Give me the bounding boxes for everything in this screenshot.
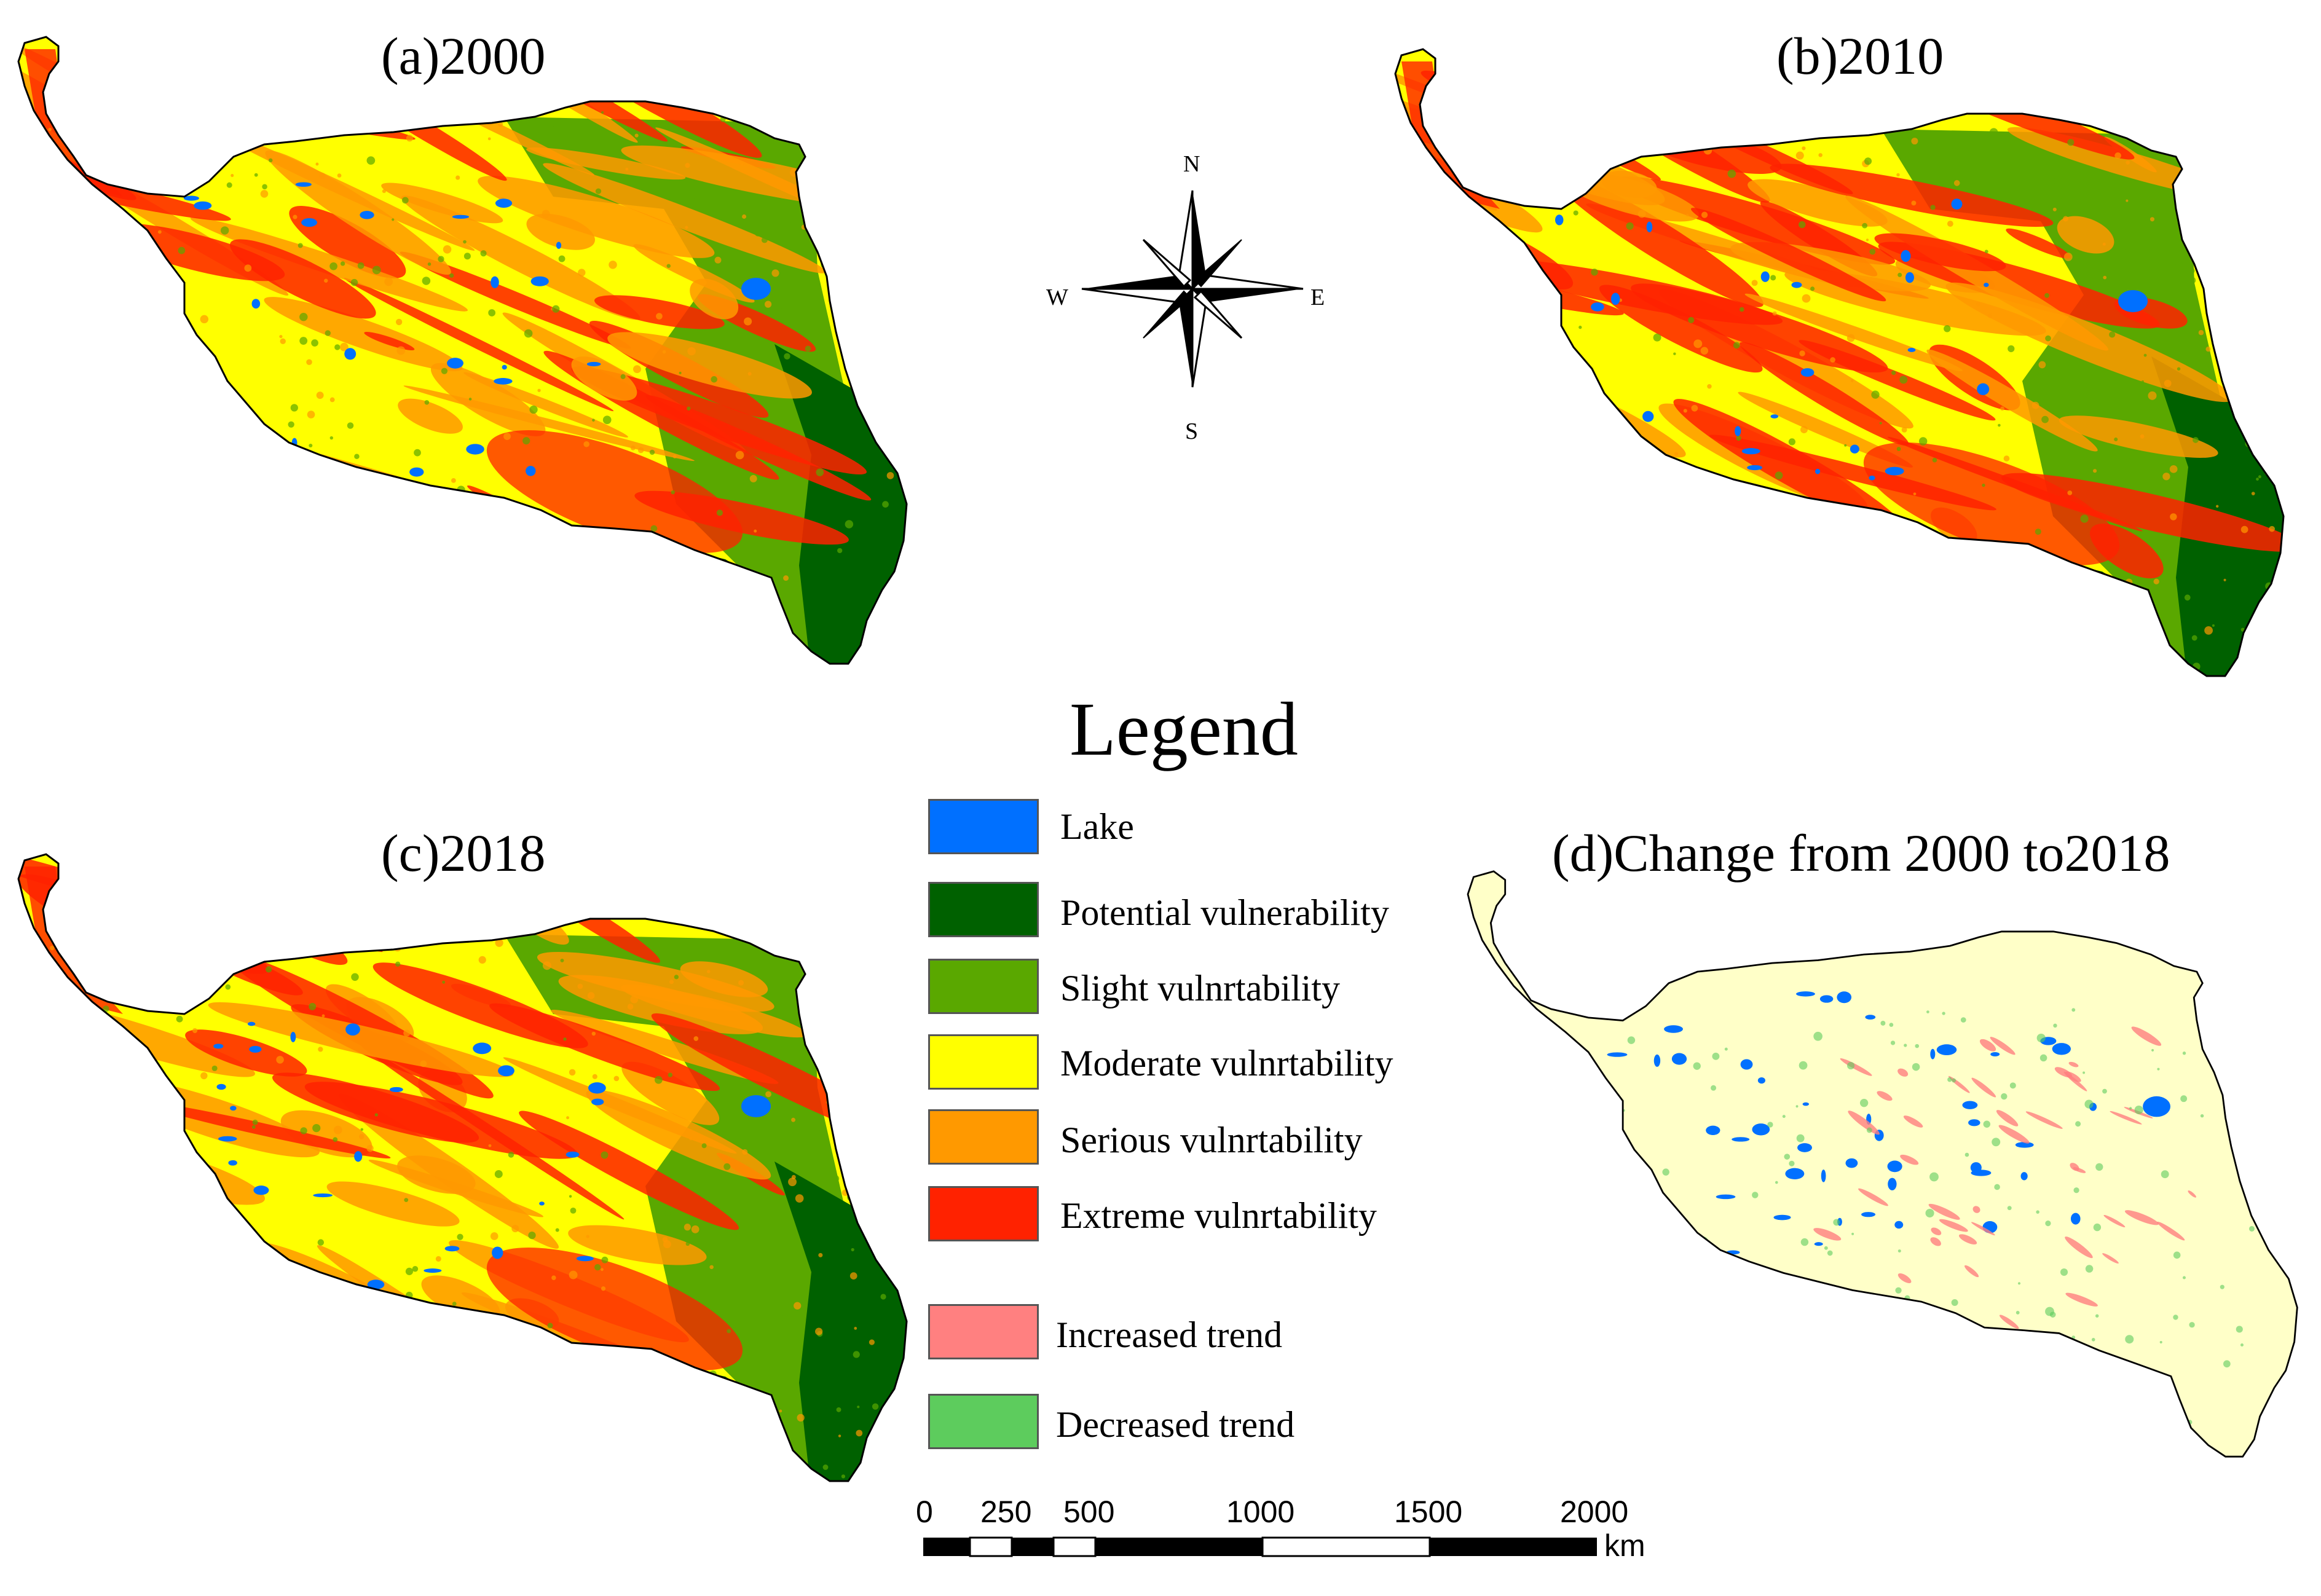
legend-label-serious: Serious vulnrtability [1060,1120,1363,1160]
scale-tick-0: 0 [916,1495,933,1529]
legend-label-decreased: Decreased trend [1056,1404,1295,1445]
legend-swatch-decreased [928,1394,1039,1449]
scale-tick-2000: 2000 [1560,1495,1629,1529]
map-panel-d [1467,870,2298,1458]
legend-swatch-increased [928,1304,1039,1359]
panel-title-a: (a)2000 [381,26,546,85]
legend-label-moderate: Moderate vulnrtability [1060,1043,1393,1083]
legend-swatch-moderate [928,1034,1039,1090]
legend-label-potential: Potential vulnerability [1060,892,1389,933]
map-panel-a [17,36,908,665]
map-panel-b [1394,48,2285,677]
legend-swatch-lake [928,799,1039,854]
compass-west-label: W [1046,285,1068,310]
legend-swatch-slight [928,959,1039,1014]
scale-tick-500: 500 [1063,1495,1115,1529]
legend-label-extreme: Extreme vulnrtability [1060,1195,1377,1236]
legend-label-lake: Lake [1060,806,1134,847]
compass-north-label: N [1183,151,1200,177]
scale-bar [923,1536,1597,1557]
compass-rose [1081,190,1304,388]
panel-title-b: (b)2010 [1776,26,1944,85]
legend-label-slight: Slight vulnrtability [1060,968,1341,1008]
legend-title: Legend [1070,687,1298,771]
legend-swatch-potential [928,882,1039,937]
map-panel-c [17,853,908,1482]
scale-tick-250: 250 [980,1495,1032,1529]
legend-label-increased: Increased trend [1056,1315,1283,1355]
scale-tick-1000: 1000 [1226,1495,1295,1529]
compass-east-label: E [1310,285,1325,310]
legend-swatch-serious [928,1109,1039,1165]
legend-swatch-extreme [928,1186,1039,1241]
panel-title-c: (c)2018 [381,824,546,883]
compass-south-label: S [1185,419,1199,444]
scale-tick-1500: 1500 [1394,1495,1463,1529]
scale-unit-label: km [1604,1528,1645,1563]
panel-title-d: (d)Change from 2000 to2018 [1552,824,2170,883]
